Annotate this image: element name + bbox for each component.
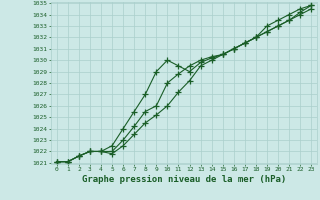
X-axis label: Graphe pression niveau de la mer (hPa): Graphe pression niveau de la mer (hPa)	[82, 175, 286, 184]
